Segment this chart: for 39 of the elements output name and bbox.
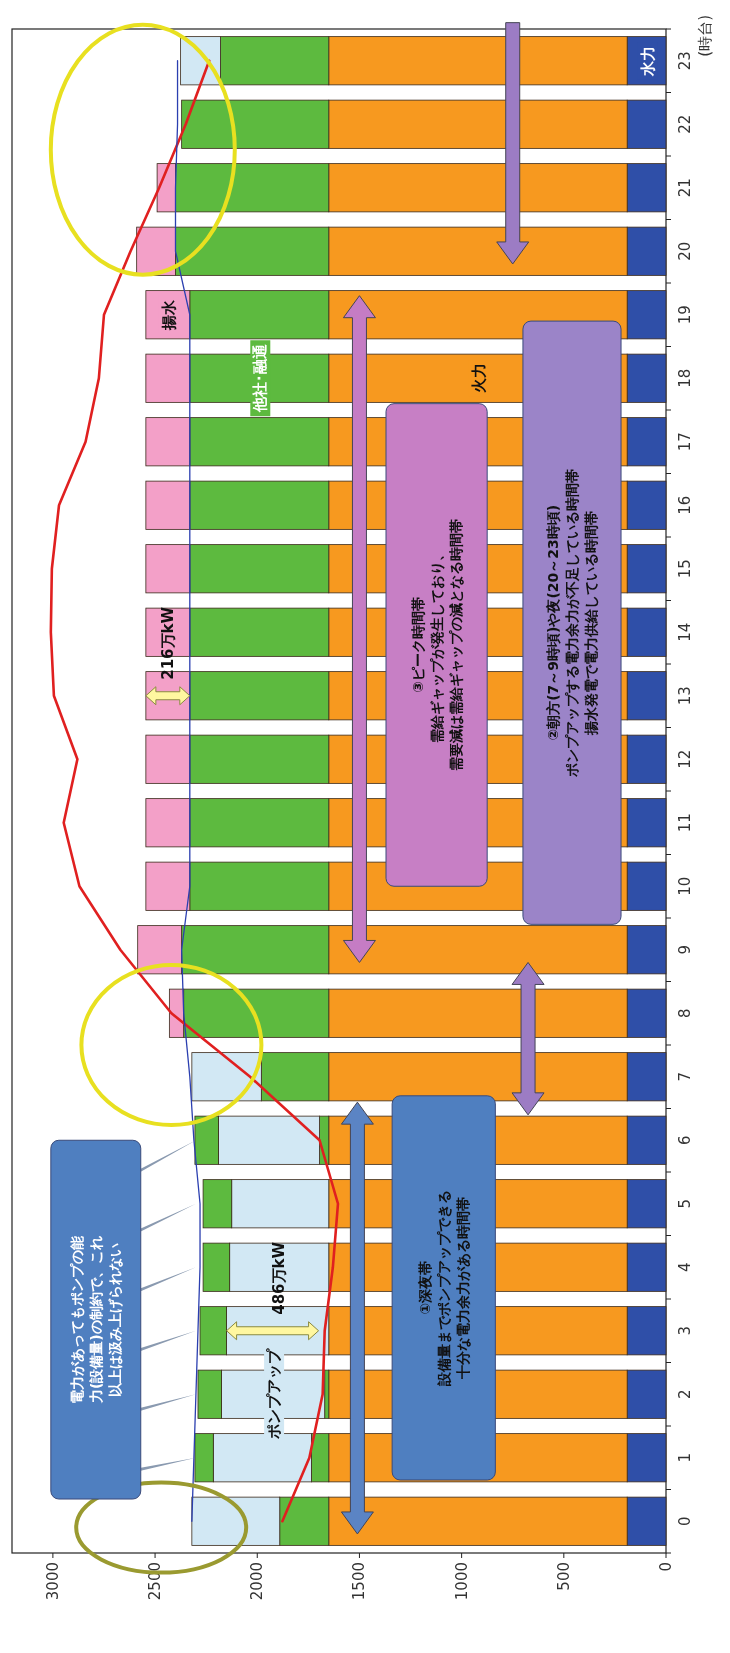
annotation: ①深夜帯設備量までポンプアップできる十分な電力余力がある時間帯 <box>416 1189 471 1387</box>
x-tick-label: 1500 <box>350 1562 369 1601</box>
x-tick-label: 1000 <box>452 1562 471 1601</box>
y-tick-label: 5 <box>676 1198 694 1209</box>
y-tick-label: 13 <box>676 686 694 706</box>
y-tick-label: 17 <box>676 432 694 452</box>
series-label: 他社･融通 <box>250 340 271 417</box>
y-tick-label: 7 <box>676 1071 694 1082</box>
y-tick-label: 2 <box>676 1389 694 1400</box>
y-tick-label: 1 <box>676 1452 694 1463</box>
y-tick-label: 8 <box>676 1008 694 1019</box>
series-label: 火力 <box>469 360 489 397</box>
annotation: ②朝方(7～9時頃)や夜(20～23時頃)ポンプアップする電力余力が不足している時間帯揚水発電で電力供給している時間帯 <box>544 468 599 778</box>
y-tick-label: 20 <box>676 241 694 261</box>
y-tick-label: 14 <box>676 622 694 642</box>
annotation: ③ピーク時間帯需給ギャップが発生しており、需要減は需給ギャップの減となる時間帯 <box>409 518 464 771</box>
x-tick-label: 0 <box>657 1562 675 1572</box>
y-tick-label: 9 <box>676 944 694 955</box>
y-tick-label: 12 <box>676 749 694 769</box>
x-tick-label: 2000 <box>248 1562 267 1601</box>
y-tick-label: 11 <box>676 813 694 833</box>
x-tick-label: 500 <box>554 1562 573 1591</box>
x-tick-label: 3000 <box>43 1562 62 1601</box>
y-tick-label: 15 <box>676 559 694 579</box>
y-tick-label: 16 <box>676 495 694 515</box>
y-tick-label: 4 <box>676 1262 694 1273</box>
y-tick-label: 10 <box>676 876 694 896</box>
annotation: 電力があってもポンプの能力(設備量)の制約で、これ以上は汲み上げられない <box>68 1234 123 1405</box>
y-tick-label: 22 <box>676 114 694 134</box>
y-tick-label: 21 <box>676 178 694 198</box>
y-tick-label: 23 <box>676 51 694 71</box>
y-axis-title: (時台) <box>696 15 714 57</box>
y-tick-label: 18 <box>676 368 694 388</box>
y-tick-label: 3 <box>676 1325 694 1336</box>
y-tick-label: 6 <box>676 1135 694 1146</box>
annotation: 216万kW <box>159 606 178 680</box>
annotation: 486万kW <box>269 1241 288 1315</box>
y-tick-label: 19 <box>676 305 694 325</box>
y-tick-label: 0 <box>676 1516 694 1527</box>
